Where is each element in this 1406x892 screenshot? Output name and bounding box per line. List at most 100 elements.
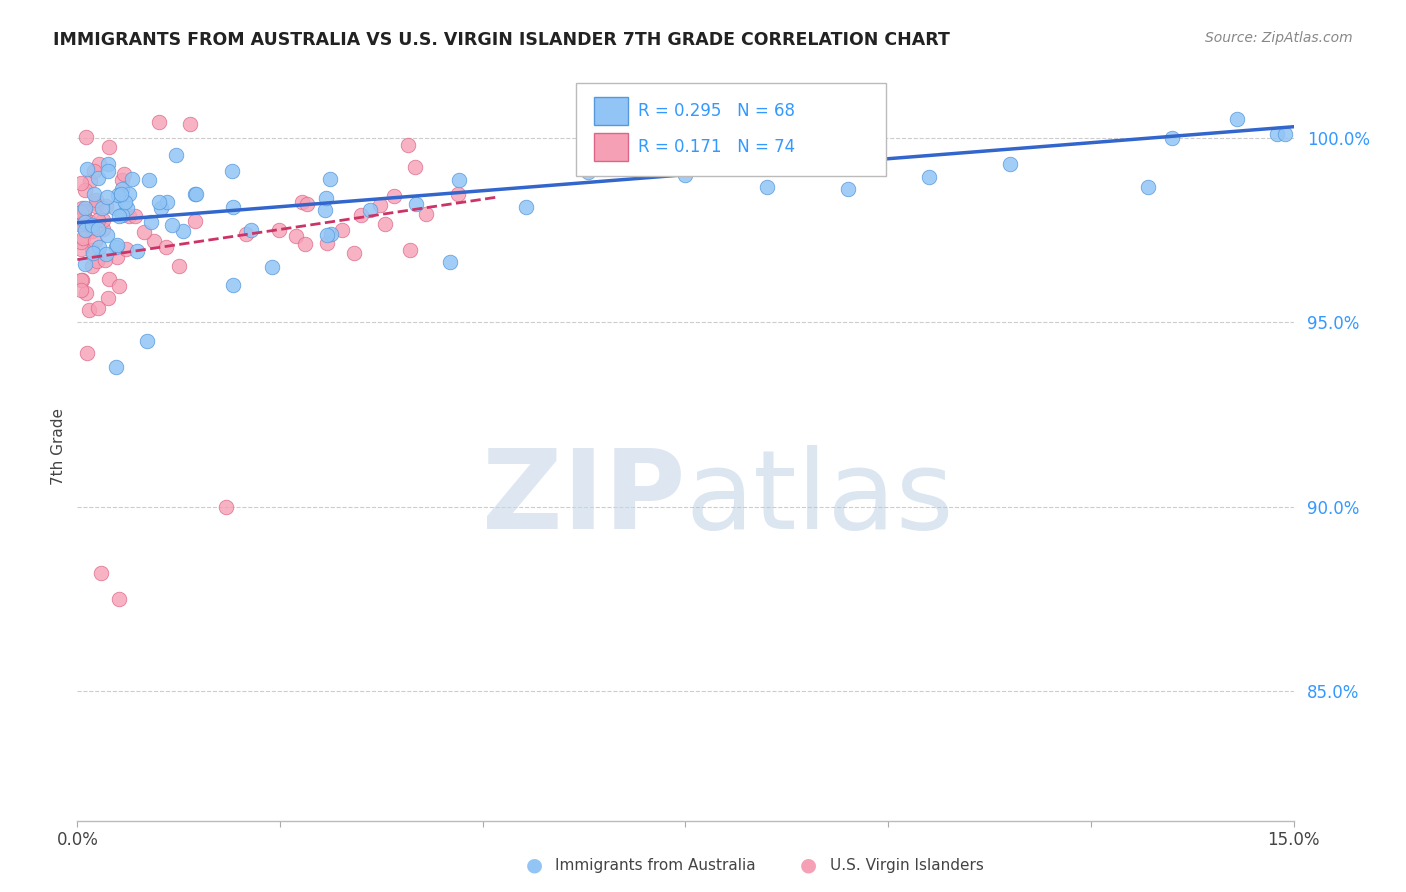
Point [1136,180,1159,194]
Point [155,240,177,254]
Point [75,223,97,237]
Point [76,162,98,177]
Point [96,199,118,213]
Text: IMMIGRANTS FROM AUSTRALIA VS U.S. VIRGIN ISLANDER 7TH GRADE CORRELATION CHART: IMMIGRANTS FROM AUSTRALIA VS U.S. VIRGIN… [53,31,950,49]
Point [87,213,110,227]
Point [167,259,190,273]
Point [294,237,316,252]
Point [755,179,778,194]
Text: ●: ● [526,855,543,875]
Point [260,260,283,274]
Text: R = 0.295   N = 68: R = 0.295 N = 68 [638,102,794,120]
Point [165,147,187,161]
FancyBboxPatch shape [576,83,886,177]
Point [70,217,93,231]
Point [80,224,103,238]
Point [398,137,420,152]
Point [184,186,207,201]
Y-axis label: 7th Grade: 7th Grade [51,408,66,484]
Point [94,247,117,261]
Point [267,223,290,237]
Point [91,213,114,227]
Point [382,189,405,203]
Point [675,169,697,183]
Point [70,204,93,219]
Point [105,238,128,252]
Point [114,194,136,209]
Point [142,234,165,248]
Point [94,252,117,267]
Point [70,284,93,298]
Point [83,235,105,249]
Point [222,200,245,214]
Point [73,182,96,196]
Point [104,201,127,215]
Point [89,240,111,254]
Text: ●: ● [800,855,817,875]
Point [1265,127,1288,141]
Point [172,224,194,238]
Point [239,222,262,236]
Bar [595,133,628,161]
Point [398,243,420,257]
Point [112,167,135,181]
Point [110,186,132,201]
Point [90,201,112,215]
Point [96,228,118,243]
Point [70,242,93,256]
Point [321,227,343,241]
Text: U.S. Virgin Islanders: U.S. Virgin Islanders [830,858,983,872]
Point [70,201,93,215]
Point [111,173,134,187]
Point [82,244,104,258]
Point [70,218,93,232]
Point [149,201,172,215]
Point [117,201,139,215]
Text: Immigrants from Australia: Immigrants from Australia [555,858,756,872]
Point [330,223,353,237]
Point [139,215,162,229]
Point [105,240,128,254]
Point [77,303,100,318]
Point [76,346,98,360]
Point [79,215,101,229]
Point [215,500,238,514]
Point [70,177,93,191]
Point [72,231,94,245]
Bar [595,97,628,125]
Point [184,214,207,228]
Point [1274,127,1296,141]
Point [82,245,104,260]
Point [107,592,129,607]
Point [70,235,93,249]
Point [315,228,337,243]
Point [84,199,107,213]
Point [83,187,105,202]
Point [576,164,599,178]
Point [374,218,396,232]
Point [318,171,340,186]
Point [285,229,308,244]
Text: ZIP: ZIP [482,445,686,552]
Point [316,236,339,251]
Point [79,174,101,188]
Point [314,202,336,217]
Point [837,182,859,196]
Point [72,204,94,219]
Point [75,130,97,145]
Point [75,257,97,271]
Point [1226,112,1249,127]
Point [80,259,103,273]
Point [315,191,337,205]
Point [96,164,118,178]
Text: atlas: atlas [686,445,953,552]
Point [135,334,157,348]
Point [75,202,97,216]
Point [111,208,134,222]
Point [184,187,207,202]
Point [162,219,184,233]
Point [86,170,108,185]
Point [105,250,128,264]
Point [84,195,107,210]
Point [124,209,146,223]
